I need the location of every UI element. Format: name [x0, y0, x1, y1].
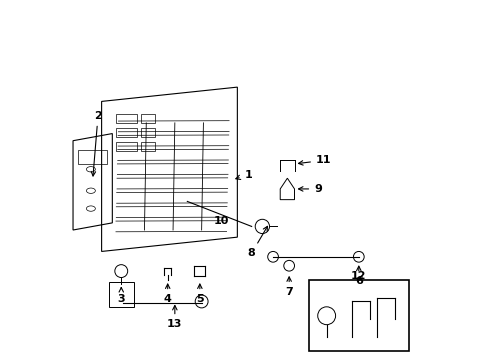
- Bar: [116, 114, 137, 123]
- Text: 10: 10: [213, 216, 228, 226]
- Text: 4: 4: [163, 284, 171, 304]
- Text: 13: 13: [167, 306, 182, 329]
- Text: 9: 9: [298, 184, 322, 194]
- Bar: [141, 143, 155, 152]
- Text: 12: 12: [350, 271, 366, 282]
- Text: 7: 7: [285, 277, 292, 297]
- Text: 5: 5: [196, 284, 203, 304]
- Text: 8: 8: [247, 226, 267, 258]
- Bar: [116, 143, 137, 152]
- Bar: [141, 114, 155, 123]
- Bar: [116, 128, 137, 137]
- Bar: [141, 128, 155, 137]
- Text: 6: 6: [354, 266, 362, 287]
- Text: 11: 11: [298, 156, 331, 165]
- Text: 1: 1: [235, 170, 252, 180]
- Text: 3: 3: [117, 288, 125, 304]
- Text: 2: 2: [91, 111, 102, 176]
- Bar: [78, 150, 107, 164]
- Bar: [308, 280, 408, 351]
